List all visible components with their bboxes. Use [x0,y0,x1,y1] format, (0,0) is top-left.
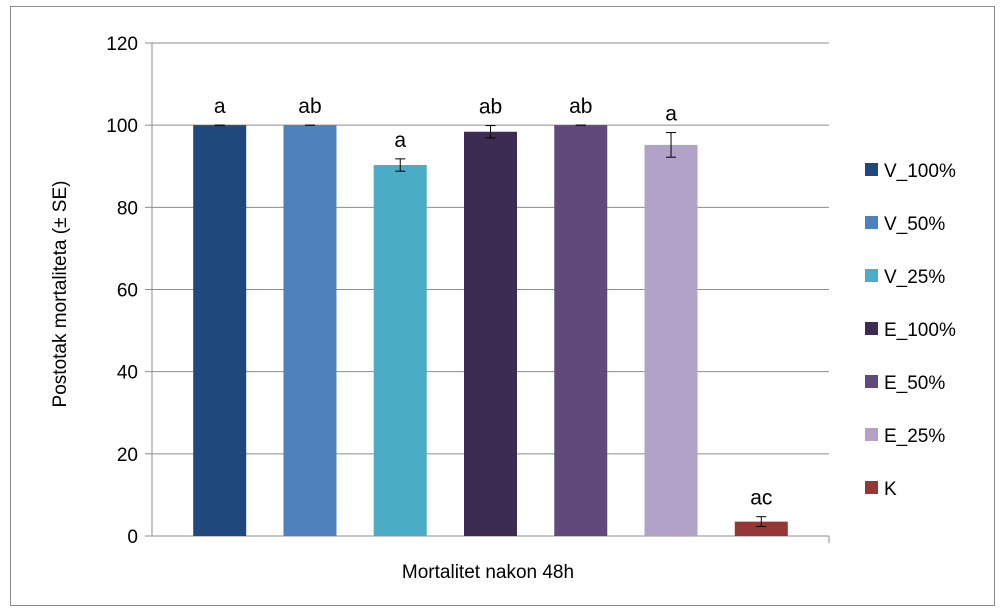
y-axis-title: Postotak mortaliteta (± SE) [50,181,71,408]
legend-swatch [865,481,878,494]
legend-swatch [865,216,878,229]
significance-labels: a ab a ab ab a ac [214,95,773,510]
bar [734,521,788,536]
legend-label: E_50% [884,373,945,394]
y-tick-label: 60 [117,281,138,302]
legend-label: V_50% [884,214,945,235]
y-tick-label: 120 [106,34,138,55]
y-tick-label: 40 [117,363,138,384]
data-label: ab [298,95,321,118]
data-label: a [394,129,406,152]
data-label: ac [750,487,772,510]
legend-label: V_100% [884,161,956,182]
y-tick-label: 100 [106,116,138,137]
legend-label: E_100% [884,320,956,341]
legend: V_100% V_50% V_25% E_100% E_50% E_25% K [865,161,956,500]
bar [193,125,247,537]
legend-label: E_25% [884,426,945,447]
chart-frame: 0 20 40 60 80 100 120 a ab a ab ab a ac V_100% V_50% V… [10,6,995,606]
legend-swatch [865,428,878,441]
legend-swatch [865,375,878,388]
data-label: ab [569,95,592,118]
data-label: ab [479,96,502,119]
bar [644,144,698,537]
data-label: a [214,95,226,118]
bar [464,131,517,536]
legend-swatch [865,322,878,335]
legend-label: V_25% [884,267,945,288]
legend-label: K [884,479,897,500]
bar [283,125,337,537]
bar [373,165,427,536]
bars [193,124,788,537]
legend-swatch [865,269,878,282]
legend-swatch [865,163,878,176]
y-tick-label: 80 [117,198,138,219]
x-axis-title: Mortalitet nakon 48h [402,562,574,583]
data-label: a [665,103,677,126]
y-tick-label: 20 [117,445,138,466]
y-tick-label: 0 [127,527,138,548]
bar [554,125,608,537]
